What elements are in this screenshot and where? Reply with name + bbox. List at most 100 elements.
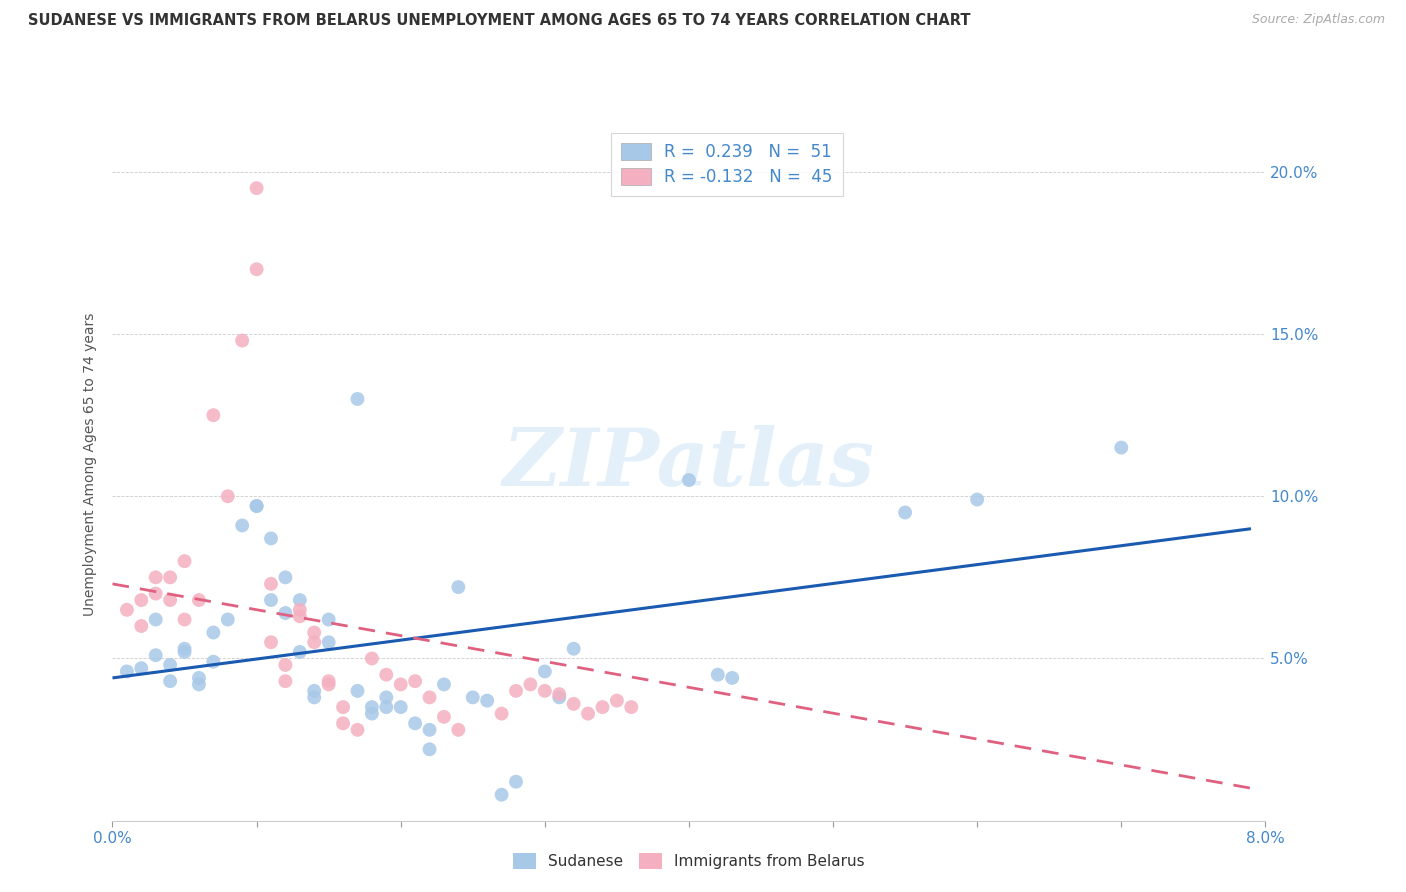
Point (202, 408, 225, 422)
Point (188, 593, 211, 607)
Point (129, 619, 153, 633)
Point (475, 693, 498, 707)
Text: ZIPatlas: ZIPatlas (503, 425, 875, 502)
Point (419, 690, 441, 705)
Point (562, 697, 585, 711)
Point (304, 635, 326, 649)
Point (188, 677, 211, 691)
Point (548, 687, 571, 701)
Point (173, 641, 195, 656)
Point (533, 684, 555, 698)
Point (145, 648, 167, 663)
Point (606, 693, 628, 707)
Point (274, 674, 297, 689)
Point (173, 554, 195, 568)
Point (173, 613, 195, 627)
Point (346, 392, 368, 406)
Point (360, 706, 382, 721)
Point (159, 657, 181, 672)
Point (346, 723, 368, 737)
Point (217, 613, 239, 627)
Point (721, 671, 744, 685)
Point (389, 700, 412, 714)
Point (519, 677, 541, 691)
Point (318, 677, 340, 691)
Point (332, 716, 354, 731)
Point (145, 586, 167, 600)
Point (461, 690, 484, 705)
Legend: R =  0.239   N =  51, R = -0.132   N =  45: R = 0.239 N = 51, R = -0.132 N = 45 (610, 133, 842, 196)
Point (304, 625, 326, 640)
Point (360, 700, 382, 714)
Point (231, 334, 253, 348)
Point (419, 742, 441, 756)
Point (288, 645, 311, 659)
Point (360, 651, 382, 665)
Point (304, 684, 326, 698)
Point (260, 593, 283, 607)
Point (533, 665, 555, 679)
Point (404, 716, 426, 731)
Point (245, 499, 267, 513)
Point (288, 609, 311, 624)
Point (245, 181, 267, 195)
Point (318, 635, 340, 649)
Point (159, 593, 181, 607)
Point (1111, 441, 1133, 455)
Point (318, 674, 340, 689)
Point (288, 603, 311, 617)
Point (159, 674, 181, 689)
Point (894, 506, 917, 520)
Y-axis label: Unemployment Among Ages 65 to 74 years: Unemployment Among Ages 65 to 74 years (83, 312, 97, 615)
Point (260, 532, 283, 546)
Point (318, 613, 340, 627)
Point (375, 700, 398, 714)
Point (188, 671, 211, 685)
Point (129, 593, 153, 607)
Point (245, 499, 267, 513)
Point (491, 706, 513, 721)
Point (592, 700, 614, 714)
Point (447, 723, 470, 737)
Point (548, 690, 571, 705)
Point (274, 606, 297, 620)
Point (576, 706, 599, 721)
Point (419, 723, 441, 737)
Point (274, 570, 297, 584)
Point (260, 577, 283, 591)
Point (505, 684, 527, 698)
Point (145, 613, 167, 627)
Point (966, 492, 988, 507)
Point (491, 788, 513, 802)
Point (173, 645, 195, 659)
Text: Source: ZipAtlas.com: Source: ZipAtlas.com (1251, 13, 1385, 27)
Point (375, 667, 398, 681)
Point (505, 774, 527, 789)
Point (231, 518, 253, 533)
Point (145, 570, 167, 584)
Point (707, 667, 730, 681)
Point (332, 700, 354, 714)
Point (375, 690, 398, 705)
Point (562, 641, 585, 656)
Point (404, 674, 426, 689)
Point (159, 570, 181, 584)
Point (115, 603, 138, 617)
Legend: Sudanese, Immigrants from Belarus: Sudanese, Immigrants from Belarus (508, 847, 870, 875)
Point (620, 700, 643, 714)
Point (304, 690, 326, 705)
Point (678, 473, 700, 487)
Point (274, 657, 297, 672)
Point (202, 625, 225, 640)
Point (389, 677, 412, 691)
Point (245, 262, 267, 277)
Point (115, 665, 138, 679)
Point (433, 710, 456, 724)
Point (129, 661, 153, 675)
Point (288, 593, 311, 607)
Point (447, 580, 470, 594)
Point (433, 677, 456, 691)
Point (217, 489, 239, 503)
Point (260, 635, 283, 649)
Point (202, 655, 225, 669)
